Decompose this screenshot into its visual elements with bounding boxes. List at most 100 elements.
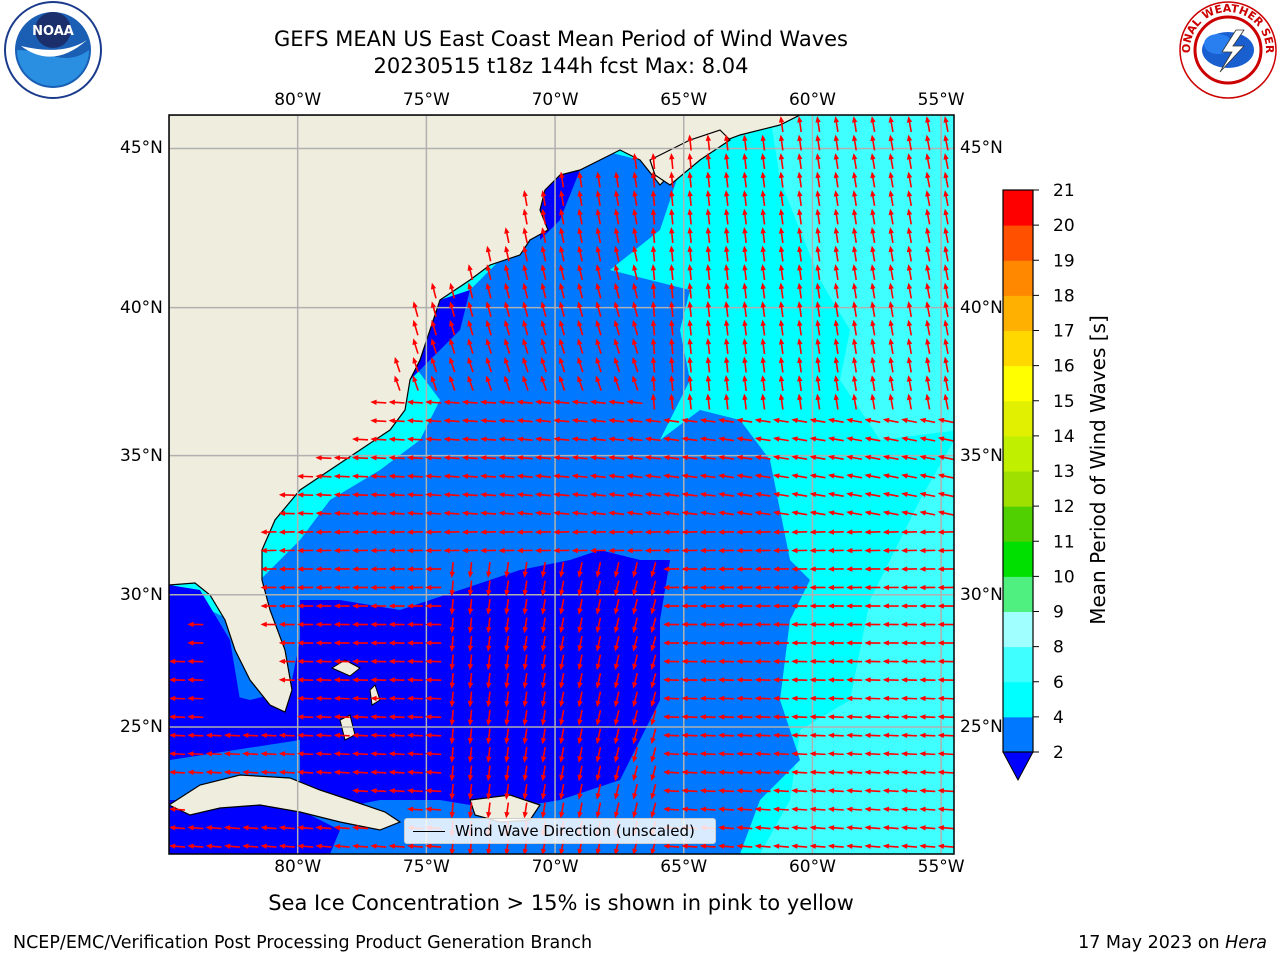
wave-direction-arrow (187, 695, 204, 702)
colorbar-under-extension (1002, 751, 1034, 782)
wave-direction-arrow (480, 455, 497, 461)
wave-direction-arrow (632, 710, 639, 726)
wave-direction-arrow (315, 510, 332, 517)
wave-direction-arrow (467, 375, 474, 391)
wave-direction-arrow (754, 640, 771, 646)
wave-direction-arrow (724, 208, 730, 225)
wave-direction-arrow (901, 491, 918, 498)
wave-direction-arrow (809, 806, 826, 812)
wave-direction-arrow (315, 621, 332, 628)
wave-direction-arrow (467, 635, 474, 652)
wave-direction-arrow (223, 825, 240, 831)
wave-direction-arrow (461, 455, 478, 461)
wave-direction-arrow (559, 245, 565, 262)
wave-direction-arrow (540, 746, 547, 763)
wave-direction-arrow (577, 319, 584, 336)
lon-label-bottom: 75°W (402, 857, 450, 877)
wave-direction-arrow (540, 227, 547, 244)
wave-direction-arrow (522, 598, 528, 615)
wave-direction-arrow (864, 566, 881, 572)
wave-direction-arrow (736, 584, 753, 591)
wave-direction-arrow (724, 282, 730, 299)
wave-direction-arrow (901, 621, 918, 628)
wave-direction-arrow (906, 116, 913, 133)
wave-direction-arrow (370, 788, 387, 794)
wave-direction-arrow (888, 375, 894, 392)
wave-direction-arrow (449, 338, 456, 354)
wave-direction-arrow (772, 677, 789, 683)
wave-direction-arrow (724, 338, 730, 355)
wave-direction-arrow (809, 510, 826, 516)
wave-direction-arrow (669, 301, 675, 318)
wave-direction-arrow (864, 677, 881, 683)
wave-direction-arrow (577, 171, 583, 188)
wave-direction-arrow (504, 709, 510, 726)
wave-direction-arrow (906, 264, 913, 281)
wave-direction-arrow (406, 732, 423, 739)
wave-direction-arrow (705, 301, 712, 318)
wave-direction-arrow (516, 473, 533, 479)
wave-direction-arrow (278, 529, 295, 535)
wave-direction-arrow (870, 208, 876, 225)
wave-direction-arrow (571, 492, 588, 498)
wave-direction-arrow (681, 417, 698, 424)
wave-direction-arrow (870, 319, 876, 336)
wave-direction-arrow (663, 843, 680, 849)
wave-direction-arrow (540, 375, 548, 391)
wave-direction-arrow (852, 301, 858, 318)
wave-direction-arrow (742, 134, 748, 151)
wave-direction-arrow (687, 319, 693, 336)
wave-direction-arrow (449, 617, 455, 634)
lat-label-right: 45°N (960, 138, 1003, 159)
wave-direction-arrow (791, 547, 808, 554)
wave-direction-arrow (827, 510, 844, 516)
wave-direction-arrow (681, 788, 698, 794)
lat-label-right: 35°N (960, 445, 1003, 466)
wave-direction-arrow (870, 356, 876, 373)
wave-direction-arrow (943, 264, 949, 281)
wave-direction-arrow (736, 566, 753, 572)
wave-direction-arrow (297, 658, 314, 665)
colorbar-segment (1003, 365, 1033, 402)
wave-direction-arrow (827, 529, 844, 535)
wave-direction-arrow (815, 301, 821, 318)
wave-direction-arrow (791, 529, 808, 535)
wave-direction-arrow (205, 751, 222, 757)
wave-direction-arrow (278, 677, 295, 683)
wave-direction-arrow (589, 529, 606, 535)
wave-direction-arrow (559, 691, 565, 708)
wave-direction-arrow (797, 375, 803, 392)
wave-direction-arrow (888, 208, 894, 225)
wave-direction-arrow (815, 282, 821, 299)
wave-direction-arrow (724, 301, 730, 318)
wave-direction-arrow (480, 547, 497, 554)
wave-direction-arrow (760, 375, 766, 392)
wave-direction-arrow (888, 264, 894, 281)
colorbar-tick-label: 12 (1053, 497, 1075, 517)
wave-direction-arrow (449, 672, 455, 689)
wave-direction-arrow (558, 338, 566, 354)
wave-direction-arrow (315, 529, 332, 535)
wave-direction-arrow (937, 621, 954, 628)
wave-direction-arrow (882, 695, 899, 702)
wave-direction-arrow (352, 529, 369, 535)
wave-direction-arrow (205, 843, 222, 849)
wave-direction-arrow (430, 375, 438, 391)
wave-direction-arrow (906, 153, 913, 170)
wave-direction-arrow (205, 769, 222, 776)
wave-direction-arrow (778, 190, 785, 207)
wave-direction-arrow (467, 802, 474, 819)
wave-direction-arrow (650, 784, 657, 800)
wave-direction-arrow (919, 621, 936, 628)
wave-direction-arrow (187, 732, 204, 739)
wave-direction-arrow (370, 843, 387, 849)
wave-direction-arrow (864, 714, 881, 720)
wave-direction-arrow (443, 510, 460, 516)
wave-direction-arrow (486, 580, 492, 597)
wave-direction-arrow (577, 375, 584, 391)
wave-direction-arrow (613, 599, 620, 615)
wave-direction-arrow (864, 769, 881, 776)
wave-direction-arrow (522, 245, 529, 262)
wave-direction-arrow (613, 245, 620, 262)
wave-direction-arrow (882, 640, 899, 646)
